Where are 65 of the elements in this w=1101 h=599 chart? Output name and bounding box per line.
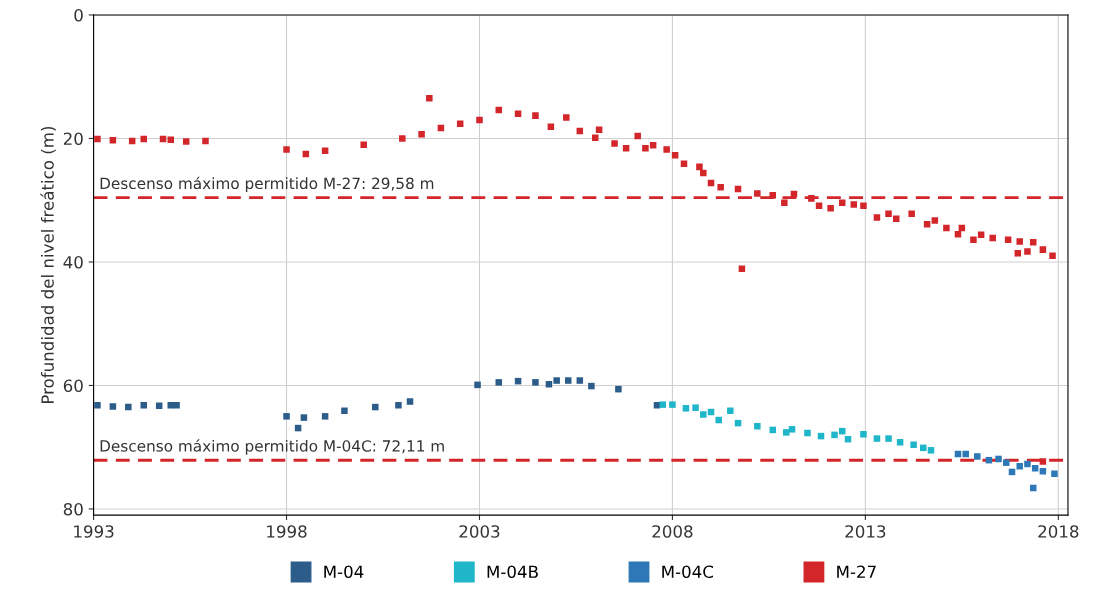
point xyxy=(669,401,676,408)
y-tick-label: 80 xyxy=(63,502,83,516)
point xyxy=(995,455,1002,463)
y-axis-title: Profundidad del nivel freático (m) xyxy=(40,126,56,404)
point xyxy=(1002,459,1010,466)
point xyxy=(831,431,838,439)
point xyxy=(659,401,667,408)
point xyxy=(532,379,539,386)
y-tick-label: 20 xyxy=(63,132,83,146)
point xyxy=(860,430,867,438)
ref-line-label: Descenso máximo permitido M-27: 29,58 m xyxy=(100,176,434,193)
point xyxy=(474,381,481,389)
point xyxy=(873,435,881,442)
point xyxy=(885,435,892,442)
x-tick-label: 2013 xyxy=(845,525,886,538)
point xyxy=(372,403,379,411)
point xyxy=(700,411,707,418)
point xyxy=(692,404,699,411)
point xyxy=(341,407,348,415)
point xyxy=(1039,468,1047,475)
point xyxy=(962,450,969,458)
point xyxy=(715,416,722,424)
x-tick-label: 2008 xyxy=(652,525,693,538)
y-tick-label: 60 xyxy=(63,379,83,393)
point xyxy=(682,405,690,412)
legend-label: M-04B xyxy=(487,565,538,579)
point xyxy=(804,429,811,437)
point xyxy=(300,414,308,421)
point xyxy=(395,401,402,409)
ref-line-label: Descenso máximo permitido M-04C: 72,11 m xyxy=(100,439,444,455)
point xyxy=(896,439,904,446)
legend-label: M-04 xyxy=(324,565,364,579)
x-tick-label: 1993 xyxy=(74,525,114,538)
point xyxy=(406,398,414,405)
y-tick-label: 0 xyxy=(74,8,83,22)
point xyxy=(910,441,917,448)
point xyxy=(495,379,503,386)
point xyxy=(588,382,595,390)
point xyxy=(920,444,927,452)
point xyxy=(615,385,622,393)
point xyxy=(173,401,180,409)
point xyxy=(754,422,761,430)
legend-label: M-04C xyxy=(662,565,714,579)
point xyxy=(109,403,117,410)
point xyxy=(283,413,290,420)
point xyxy=(1016,463,1023,470)
point xyxy=(783,429,790,436)
legend-label: M-27 xyxy=(837,565,876,578)
point xyxy=(1051,470,1058,478)
point xyxy=(727,407,734,415)
x-tick-label: 1998 xyxy=(267,525,307,538)
point xyxy=(321,413,329,420)
point xyxy=(927,447,935,454)
point xyxy=(125,403,132,411)
y-tick-label: 40 xyxy=(63,255,83,269)
point xyxy=(788,426,796,433)
x-tick-label: 2003 xyxy=(459,525,500,538)
point xyxy=(974,453,981,460)
point xyxy=(564,377,572,384)
point xyxy=(576,377,584,384)
x-tick-label: 2018 xyxy=(1038,525,1079,538)
point xyxy=(553,377,560,384)
point xyxy=(94,401,101,409)
point xyxy=(1024,460,1031,468)
point xyxy=(140,401,148,409)
